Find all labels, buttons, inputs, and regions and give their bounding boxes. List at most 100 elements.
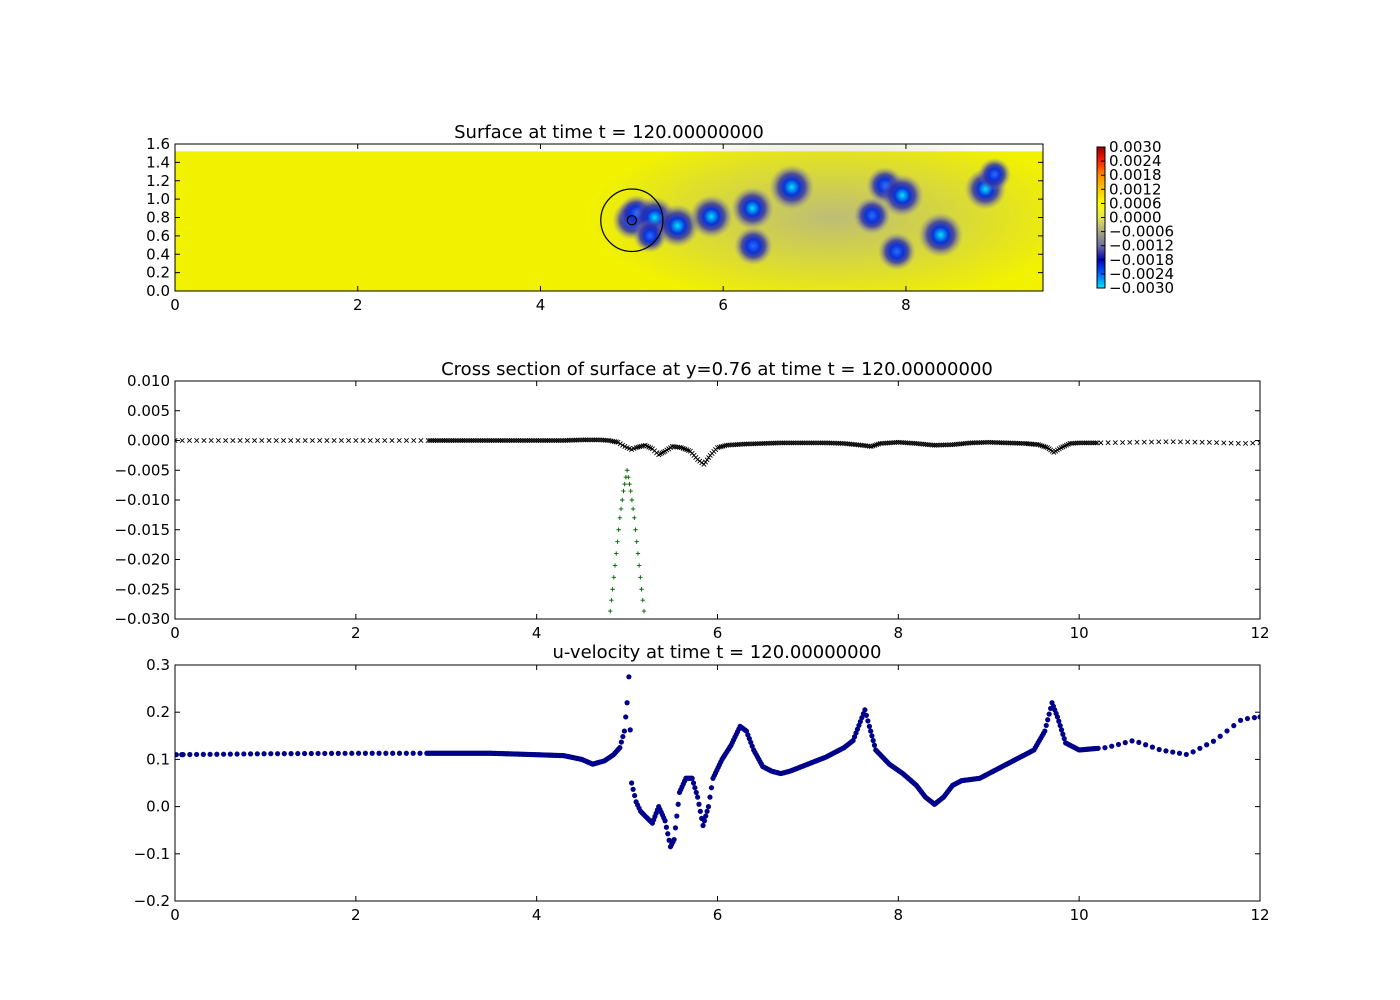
cross-section-x-marker (460, 437, 466, 444)
cross-section-x-marker (582, 437, 589, 443)
cross-section-x-marker (490, 437, 496, 444)
2-y-tick-label: 0.0 (146, 798, 170, 816)
cross-section-x-marker (535, 437, 541, 444)
colorbar: 0.00300.00240.00180.00120.00060.0000−0.0… (1096, 138, 1174, 297)
colorbar-tick-label: −0.0030 (1109, 279, 1174, 297)
cross-section-x-marker (1257, 440, 1260, 446)
velocity-panel: u-velocity at time t = 120.00000000 0 2 4 6… (134, 642, 1270, 924)
cross-section-x-marker (223, 437, 229, 444)
cross-section-plus-marker (641, 608, 647, 614)
velocity-point (1210, 738, 1217, 744)
1-y-tick-label: −0.030 (114, 610, 170, 628)
velocity-point (308, 750, 314, 757)
surface-dip (769, 164, 815, 210)
velocity-point (1204, 742, 1210, 748)
1-x-tick-label: 10 (1070, 624, 1089, 642)
cross-section-x-marker (389, 437, 395, 444)
cross-section-plus-marker (622, 481, 627, 487)
velocity-point (674, 813, 680, 819)
cross-section-x-marker (706, 455, 712, 461)
cross-section-x-marker (785, 440, 791, 446)
velocity-point (620, 733, 626, 740)
velocity-point (349, 750, 355, 756)
surface-dip (853, 197, 891, 235)
cross-section-panel: Cross section of surface at y=0.76 at ti… (114, 359, 1269, 642)
cross-section-x-marker (1092, 440, 1098, 446)
velocity-point (665, 831, 671, 837)
cross-section-x-marker (701, 461, 707, 467)
velocity-point (1244, 715, 1251, 722)
cross-section-x-marker (454, 437, 460, 444)
colorbar-tick-label: −0.0012 (1109, 237, 1174, 255)
cross-section-plus-marker (638, 575, 643, 580)
cross-section-x-marker (438, 437, 444, 444)
velocity-point (1231, 723, 1237, 729)
cross-section-x-marker (346, 437, 352, 444)
cross-section-x-marker (1228, 440, 1234, 446)
1-x-tick-label: 12 (1250, 624, 1269, 642)
cross-section-x-marker (425, 437, 431, 444)
cross-section-x-marker (331, 437, 337, 444)
cross-section-x-marker (360, 437, 366, 444)
velocity-point (693, 789, 699, 796)
colorbar-tick-label: 0.0030 (1109, 138, 1162, 156)
cross-section-x-marker (427, 437, 433, 444)
cross-section-x-marker (1087, 440, 1093, 446)
1-y-tick-label: 0.005 (127, 402, 170, 420)
cross-section-x-marker (720, 443, 726, 449)
cross-section-x-marker (1221, 440, 1227, 446)
cross-section-x-marker (521, 437, 527, 444)
cross-section-x-marker (508, 437, 514, 444)
cross-section-x-marker (792, 440, 798, 446)
cross-section-x-marker (436, 437, 442, 444)
cross-section-x-marker (469, 437, 475, 444)
velocity-point (175, 752, 179, 758)
gauge-circle-inner (626, 215, 638, 226)
1-y-tick-label: −0.015 (114, 521, 170, 539)
cross-section-x-marker (485, 437, 491, 444)
cross-section-x-marker (586, 437, 592, 443)
cross-section-x-marker (465, 437, 471, 444)
velocity-point (1122, 740, 1128, 746)
velocity-point (707, 794, 713, 800)
1-y-tick-label: 0.010 (127, 372, 170, 390)
cross-section-x-marker (794, 440, 800, 446)
cross-section-x-marker (503, 437, 509, 444)
cross-section-x-marker (440, 437, 446, 444)
surface-panel: Surface at time t = 120.00000000 0 2 4 6 8 0… (146, 122, 1044, 314)
2-x-tick-label: 8 (894, 906, 904, 924)
cross-section-x-marker (557, 437, 563, 444)
cross-section-x-marker (783, 440, 789, 446)
cross-section-x-marker (507, 437, 513, 444)
colorbar-tick-label: −0.0018 (1109, 251, 1174, 269)
cross-section-x-marker (492, 437, 498, 444)
velocity-point (871, 742, 878, 748)
cross-section-x-marker (639, 443, 645, 449)
velocity-point (1058, 727, 1065, 733)
cross-section-x-marker (1112, 440, 1118, 446)
0-y-tick-label: 1.2 (146, 172, 170, 190)
colorbar-tick-label: 0.0012 (1109, 180, 1162, 198)
cross-section-x-marker (1192, 439, 1198, 445)
cross-section-x-marker (517, 437, 523, 444)
cross-section-x-marker (523, 437, 529, 444)
cross-section-x-marker (458, 437, 464, 444)
velocity-point (1057, 722, 1063, 729)
velocity-point (703, 813, 709, 819)
cross-section-plus-marker (634, 539, 639, 544)
cross-section-points (175, 437, 1260, 614)
velocity-point (704, 808, 710, 814)
cross-section-x-marker (593, 437, 599, 443)
velocity-point (193, 751, 200, 758)
cross-section-x-marker (1163, 439, 1169, 445)
cross-section-plus-marker (635, 551, 641, 556)
cross-section-x-marker (456, 437, 462, 444)
0-y-tick-label: 1.6 (146, 135, 170, 153)
cross-section-x-marker (787, 440, 793, 446)
cross-section-x-marker (807, 440, 813, 446)
velocity-point (672, 825, 679, 831)
velocity-point (1054, 714, 1061, 720)
cross-section-x-marker (516, 437, 522, 444)
cross-section-x-marker (230, 437, 236, 444)
